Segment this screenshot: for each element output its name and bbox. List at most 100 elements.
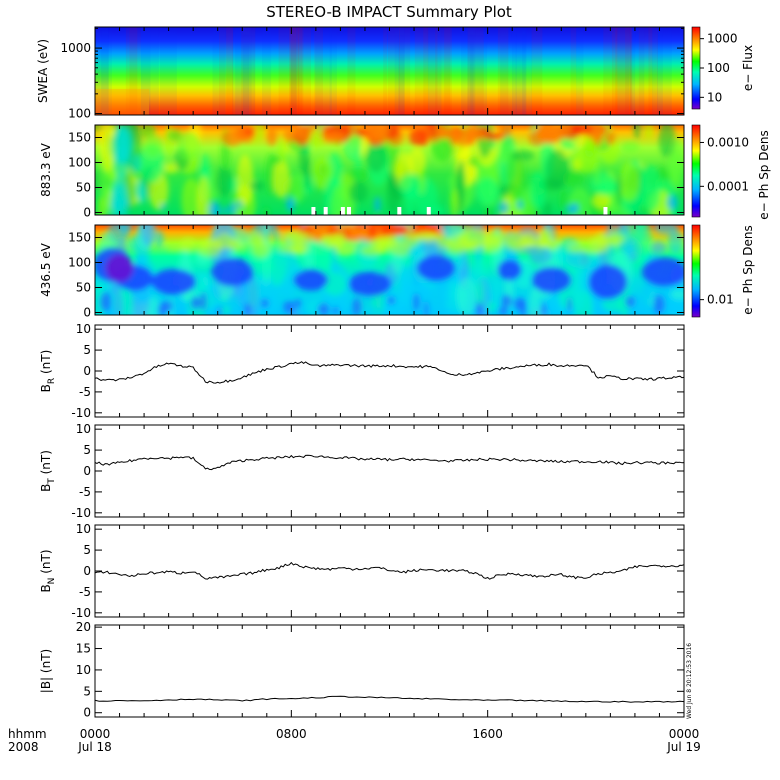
pad436-bottom-blob	[475, 302, 483, 315]
heatmap-blob	[154, 230, 164, 248]
pad436-bottom-blob	[283, 300, 295, 314]
pad883-cold-blob	[498, 201, 509, 215]
pad436-low-blob	[416, 254, 456, 282]
swea-texture-stripe	[394, 27, 405, 115]
pad436-bottom-blob	[567, 296, 572, 313]
pad436-mid-blob	[568, 244, 586, 253]
heatmap-blob	[650, 240, 666, 254]
swea-texture-stripe	[603, 27, 617, 115]
br-ytick-label: -5	[79, 385, 91, 399]
heatmap-blob	[360, 305, 382, 315]
swea-texture-stripe	[241, 27, 256, 115]
swea-texture-stripe	[101, 27, 109, 115]
pad883-texture	[95, 125, 684, 215]
heatmap-blob	[658, 125, 675, 158]
plot-title: STEREO-B IMPACT Summary Plot	[266, 3, 512, 21]
heatmap-blob	[667, 229, 684, 254]
swea-texture-stripe	[232, 27, 250, 115]
heatmap-blob	[304, 155, 311, 191]
bn-ytick-label: -5	[79, 585, 91, 599]
pad883-ytick-label: 0	[83, 206, 91, 220]
panel-pad-436: 0 50 100 150 436.5 eV 0.01 e− Ph Sp Dens	[39, 224, 755, 320]
pad436-bottom-blob	[513, 297, 524, 311]
swea-texture-stripe	[95, 27, 112, 115]
pad436-mid-blob	[196, 241, 222, 257]
pad436-mid-blob	[180, 237, 197, 253]
heatmap-blob	[529, 247, 552, 265]
bmag-ytick-label: 20	[76, 620, 91, 634]
date-tick-label: Jul 18	[77, 740, 112, 754]
panel-br: -10 -5 0 5 10 BR (nT)	[39, 322, 685, 420]
heatmap-blob	[529, 171, 546, 210]
axis-row1-label: hhmm	[8, 727, 47, 741]
swea-texture-stripe	[531, 27, 543, 115]
time-tick-label: 0800	[276, 727, 307, 741]
heatmap-blob	[493, 276, 501, 313]
heatmap-blob	[639, 225, 647, 244]
bt-ytick-label: 5	[83, 443, 91, 457]
swea-texture-stripe	[467, 27, 484, 115]
heatmap-blob	[458, 158, 466, 210]
pad883-data-gap	[426, 207, 431, 215]
time-tick-label: 0000	[669, 727, 700, 741]
swea-texture-stripe	[219, 27, 234, 115]
swea-texture-stripe	[399, 27, 411, 115]
pad436-bottom-blob	[498, 306, 508, 315]
bmag-ytick-label: 5	[83, 684, 91, 698]
pad436-bottom-blob	[317, 303, 330, 315]
heatmap-blob	[167, 129, 182, 142]
pad436-bottom-blob	[541, 302, 547, 315]
swea-texture-stripe	[212, 27, 226, 115]
heatmap-blob	[143, 134, 163, 158]
heatmap-blob	[624, 244, 636, 256]
heatmap-blob	[640, 165, 661, 212]
bmag-frame	[94, 624, 685, 718]
heatmap-blob	[560, 189, 568, 210]
swea-texture-stripe	[159, 27, 177, 115]
heatmap-blob	[450, 188, 459, 215]
heatmap-blob	[399, 174, 422, 199]
heatmap-blob	[632, 225, 653, 262]
pad883-hot-blob	[604, 131, 616, 145]
swea-texture-stripe	[470, 27, 488, 115]
swea-texture-stripe	[427, 27, 442, 115]
swea-texture-stripe	[625, 27, 632, 115]
swea-texture-stripe	[315, 27, 332, 115]
pad436-mid-blob	[496, 232, 509, 240]
swea-texture-stripe	[95, 27, 109, 115]
heatmap-blob	[214, 167, 233, 197]
heatmap-blob	[543, 201, 552, 215]
swea-texture-stripe	[467, 27, 474, 115]
heatmap-blob	[272, 160, 291, 199]
pad436-mid-blob	[539, 227, 552, 246]
swea-colorbar	[691, 26, 701, 110]
bn-ytick-label: 0	[83, 564, 91, 578]
swea-texture-stripe	[129, 27, 138, 115]
panel-bmag: 0 5 10 15 20 |B| (nT)	[39, 620, 685, 720]
pad883-cyan-blob	[131, 153, 142, 174]
pad436-bottom-blob	[424, 301, 429, 315]
pad436-ylabel: 436.5 eV	[39, 242, 53, 297]
pad436-bottom-blob	[217, 307, 223, 315]
heatmap-blob	[139, 125, 156, 138]
pad883-cold-blob	[666, 194, 678, 211]
swea-texture-stripe	[652, 27, 663, 115]
bn-ytick-label: -10	[71, 606, 91, 620]
heatmap-blob	[505, 151, 525, 201]
pad436-bottom-blob	[387, 296, 396, 305]
swea-texture-stripe	[630, 27, 636, 115]
pad883-cyan-blob	[109, 182, 130, 215]
pad436-bottom-blob	[332, 306, 339, 315]
heatmap-blob	[99, 125, 115, 173]
pad436-bottom-blob	[501, 294, 512, 308]
bt-ylabel: BT (nT)	[39, 450, 57, 492]
pad883-cold-blob	[229, 202, 237, 215]
pad436-hot-blob	[348, 226, 361, 241]
bt-frame	[94, 424, 685, 518]
swea-texture-stripe	[616, 27, 633, 115]
pad436-mid-blob	[388, 239, 400, 247]
pad436-low-blob	[641, 257, 684, 287]
pad436-bottom-blob	[294, 299, 302, 308]
swea-texture-stripe	[615, 27, 632, 115]
pad883-ytick-label: 150	[68, 131, 91, 145]
